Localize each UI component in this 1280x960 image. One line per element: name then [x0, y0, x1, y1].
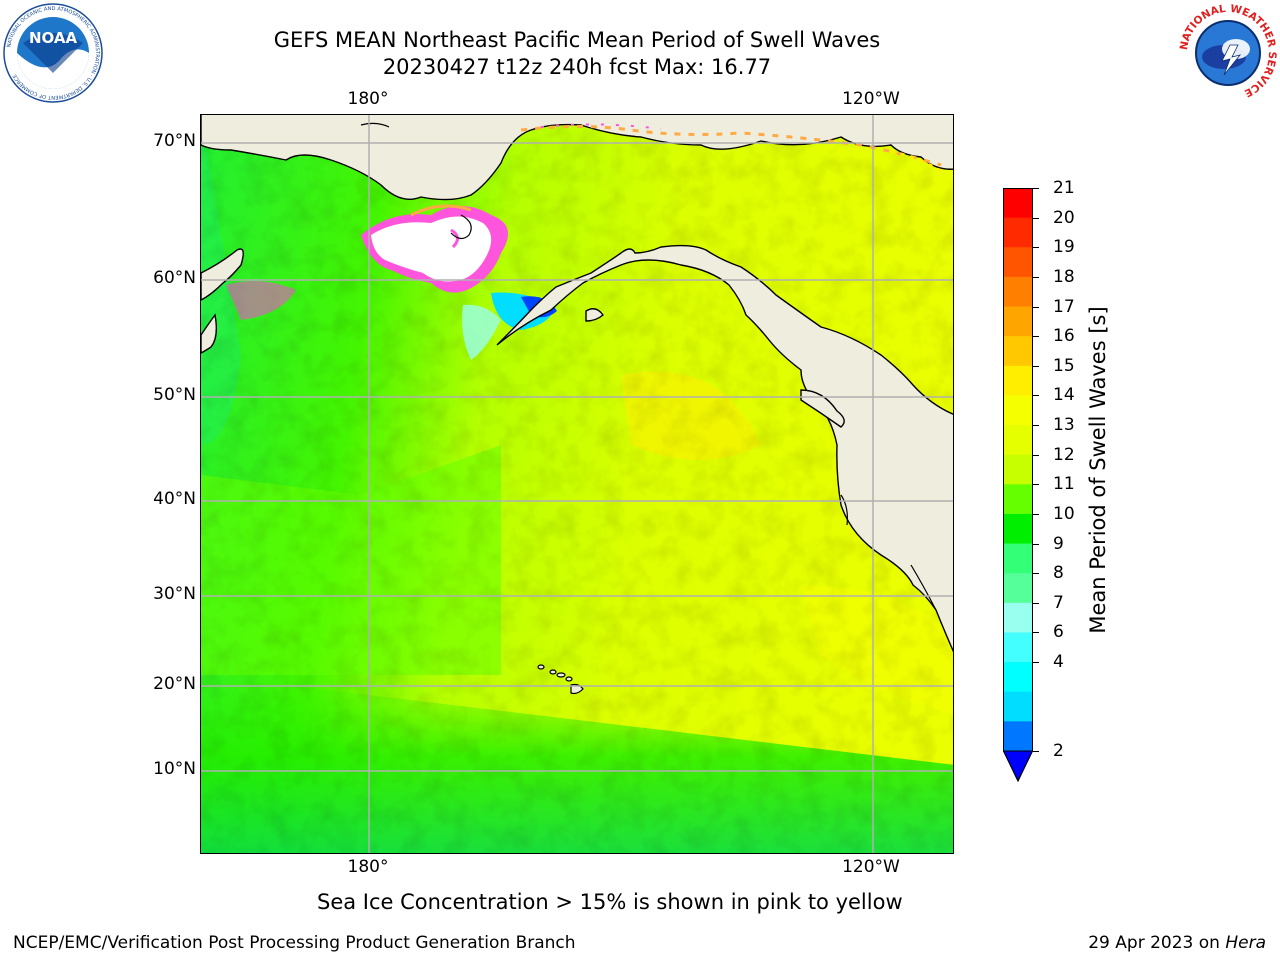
- colorbar-tick-label: 7: [1053, 592, 1064, 613]
- lon-tick-bottom-120w: 120°W: [842, 857, 900, 877]
- colorbar-tick-mark: [1033, 632, 1039, 634]
- colorbar-bin: [1003, 247, 1033, 278]
- map-panel: [200, 114, 954, 854]
- colorbar-outline: [1003, 188, 1033, 783]
- colorbar-tick-mark: [1033, 425, 1039, 427]
- colorbar-tick-mark: [1033, 217, 1039, 219]
- lon-tick-top-180: 180°: [347, 89, 389, 109]
- footer-date: 29 Apr 2023 on Hera: [1088, 933, 1266, 953]
- land-masses: [201, 115, 953, 653]
- colorbar-bin: [1003, 395, 1033, 426]
- colorbar-tick-mark: [1033, 188, 1039, 189]
- colorbar-bin: [1003, 188, 1033, 219]
- colorbar-tick-label: 17: [1053, 296, 1075, 317]
- colorbar-bin: [1003, 721, 1033, 752]
- colorbar-tick-mark: [1033, 336, 1039, 338]
- colorbar-tick-label: 19: [1053, 237, 1075, 258]
- colorbar-bin: [1003, 425, 1033, 456]
- swell-period-map: [201, 115, 953, 853]
- colorbar-tick-label: 21: [1053, 178, 1075, 198]
- colorbar-tick-mark: [1033, 662, 1039, 664]
- colorbar-label: Mean Period of Swell Waves [s]: [1086, 306, 1110, 634]
- noaa-logo-text: NOAA: [29, 29, 78, 47]
- colorbar-bin: [1003, 662, 1033, 693]
- colorbar-bin: [1003, 513, 1033, 545]
- colorbar-bin: [1003, 632, 1033, 663]
- colorbar-bin: [1003, 365, 1033, 396]
- colorbar-tick-label: 13: [1053, 415, 1075, 436]
- colorbar-bin: [1003, 454, 1033, 485]
- lat-tick-50n: 50°N: [153, 385, 196, 405]
- colorbar-tick-mark: [1033, 543, 1039, 545]
- colorbar-tick-label: 10: [1053, 503, 1075, 524]
- colorbar-tick-label: 12: [1053, 444, 1075, 465]
- colorbar-bin: [1003, 336, 1033, 367]
- colorbar-tick-label: 15: [1053, 355, 1075, 376]
- colorbar-bin: [1003, 306, 1033, 337]
- lon-tick-bottom-180: 180°: [347, 857, 389, 877]
- colorbar-tick-mark: [1033, 573, 1039, 575]
- colorbar-bin: [1003, 217, 1033, 248]
- coastline-details: [360, 122, 937, 611]
- ocean-field: [201, 115, 953, 853]
- graticule: [201, 115, 953, 853]
- lon-tick-top-120w: 120°W: [842, 89, 900, 109]
- noaa-logo: NOAA NATIONAL OCEANIC AND ATMOSPHERIC AD…: [3, 3, 103, 103]
- colorbar-extend-arrow: [1002, 750, 1034, 783]
- colorbar-tick-label: 4: [1053, 652, 1064, 673]
- colorbar-bin: [1003, 691, 1033, 722]
- footer-date-text: 29 Apr 2023 on: [1088, 933, 1226, 953]
- lat-tick-10n: 10°N: [153, 759, 196, 779]
- colorbar-tick-mark: [1033, 513, 1039, 515]
- colorbar-bin: [1003, 573, 1033, 604]
- lat-tick-20n: 20°N: [153, 674, 196, 694]
- sea-ice-note: Sea Ice Concentration > 15% is shown in …: [317, 890, 903, 914]
- colorbar-bins: [1002, 188, 1034, 783]
- colorbar-bin: [1003, 484, 1033, 515]
- colorbar-tick-label: 11: [1053, 474, 1075, 495]
- colorbar-bin: [1003, 543, 1033, 574]
- lat-tick-40n: 40°N: [153, 489, 196, 509]
- footer-machine: Hera: [1225, 933, 1266, 953]
- chart-title: GEFS MEAN Northeast Pacific Mean Period …: [273, 28, 881, 52]
- colorbar-tick-label: 6: [1053, 622, 1064, 643]
- colorbar-tick-label: 16: [1053, 326, 1075, 347]
- lat-tick-30n: 30°N: [153, 584, 196, 604]
- colorbar-tick-mark: [1033, 365, 1039, 367]
- chart-subtitle: 20230427 t12z 240h fcst Max: 16.77: [382, 55, 772, 79]
- colorbar-tick-label: 20: [1053, 207, 1075, 228]
- colorbar-tick-label: 18: [1053, 266, 1075, 287]
- colorbar: [1002, 188, 1034, 783]
- colorbar-tick-mark: [1033, 484, 1039, 486]
- colorbar-tick-label: 9: [1053, 533, 1064, 554]
- lat-tick-70n: 70°N: [153, 131, 196, 151]
- lat-tick-60n: 60°N: [153, 268, 196, 288]
- colorbar-tick-mark: [1033, 247, 1039, 249]
- arctic-ice-fringe: [520, 123, 942, 173]
- footer-producer: NCEP/EMC/Verification Post Processing Pr…: [13, 933, 576, 953]
- colorbar-tick-mark: [1033, 395, 1039, 397]
- colorbar-tick-label: 14: [1053, 385, 1075, 406]
- colorbar-tick-mark: [1033, 602, 1039, 604]
- colorbar-tick-mark: [1033, 454, 1039, 456]
- colorbar-tick-mark: [1033, 306, 1039, 308]
- colorbar-tick-label: 2: [1053, 741, 1064, 761]
- colorbar-tick-mark: [1033, 751, 1039, 752]
- colorbar-tick-mark: [1033, 276, 1039, 278]
- colorbar-bin: [1003, 276, 1033, 308]
- colorbar-tick-label: 8: [1053, 563, 1064, 584]
- nws-logo: NATIONAL WEATHER SERVICE: [1178, 3, 1278, 103]
- colorbar-bin: [1003, 602, 1033, 633]
